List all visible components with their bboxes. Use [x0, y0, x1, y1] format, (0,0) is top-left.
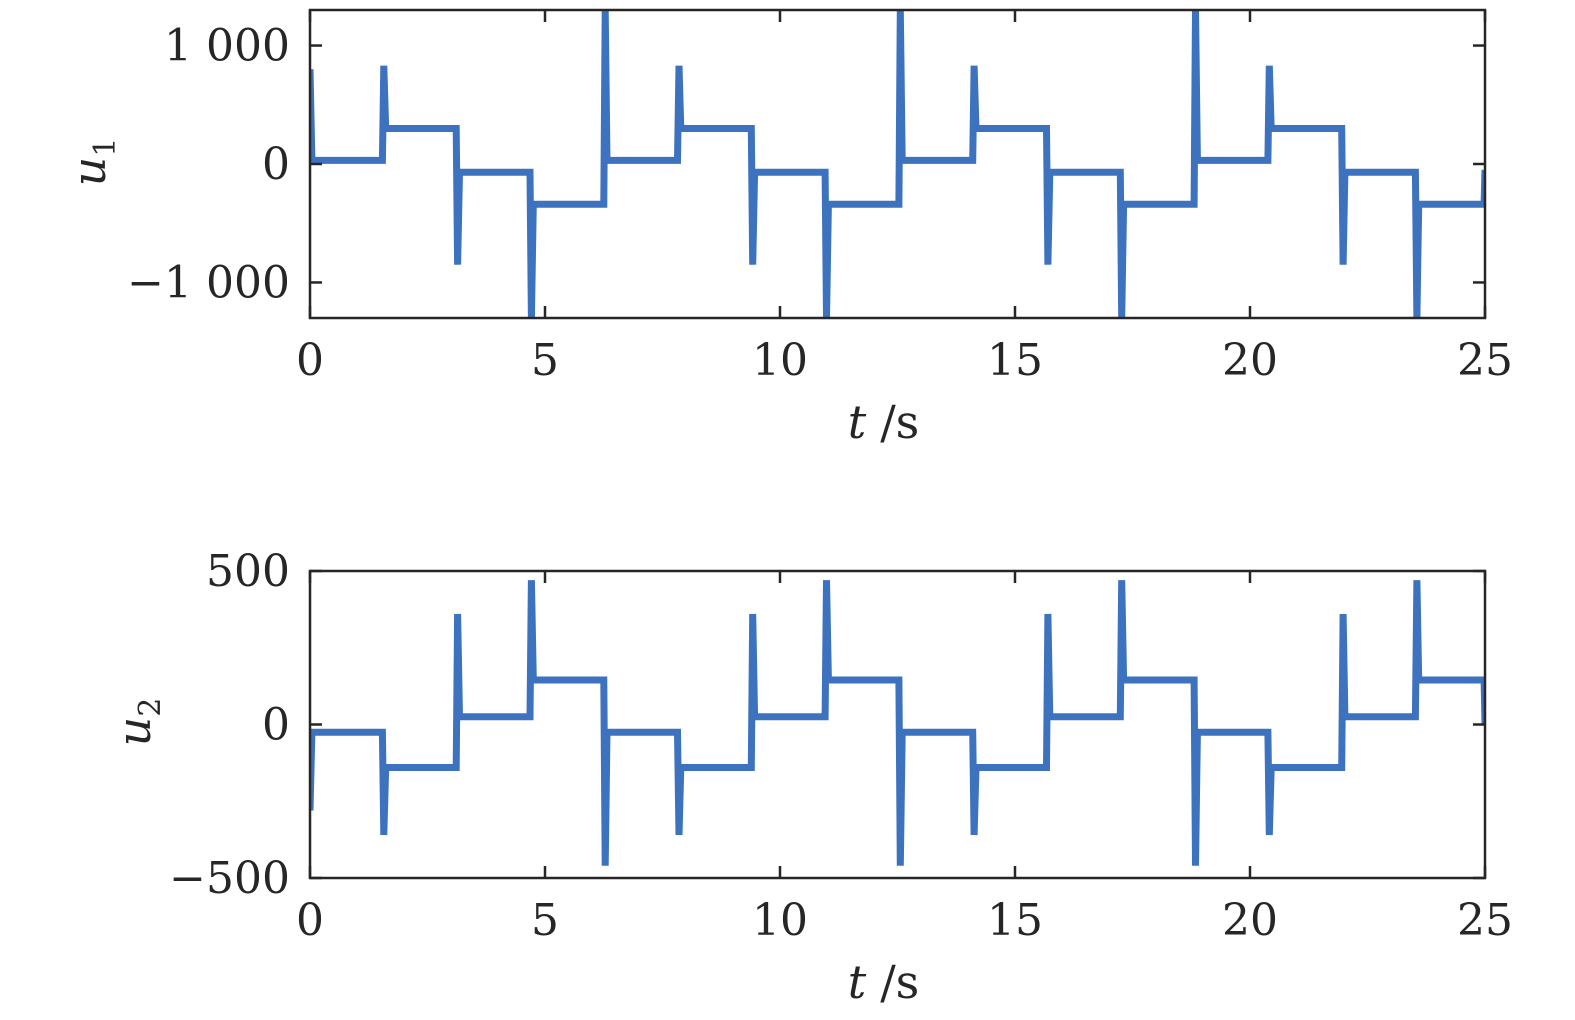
x-axis-variable: t [848, 955, 867, 1009]
y-axis-variable: u [62, 157, 116, 187]
x-tick-label: 5 [531, 335, 559, 386]
y-tick-label: 0 [262, 139, 290, 190]
y-axis-subscript: 2 [133, 698, 168, 717]
series-line-u2 [310, 580, 1485, 866]
x-axis-label: t/s [848, 955, 920, 1009]
y-axis-subscript: 1 [88, 138, 123, 157]
x-axis-unit: /s [880, 395, 919, 449]
x-tick-label: 0 [296, 335, 324, 386]
x-axis-variable: t [848, 395, 867, 449]
y-tick-label: −1 000 [127, 257, 290, 308]
x-tick-label: 10 [752, 895, 808, 946]
x-tick-label: 20 [1222, 335, 1278, 386]
x-tick-label: 5 [531, 895, 559, 946]
x-tick-label: 25 [1457, 335, 1513, 386]
x-tick-label: 20 [1222, 895, 1278, 946]
x-tick-label: 15 [987, 335, 1043, 386]
x-tick-label: 15 [987, 895, 1043, 946]
y-axis-label: u1 [62, 138, 123, 187]
x-tick-label: 25 [1457, 895, 1513, 946]
y-tick-label: 500 [206, 546, 290, 597]
y-tick-label: 1 000 [164, 21, 290, 72]
series-line-u1 [310, 10, 1485, 318]
y-tick-label: 0 [262, 700, 290, 751]
x-axis-unit: /s [880, 955, 919, 1009]
y-axis-variable: u [107, 717, 161, 747]
x-tick-label: 0 [296, 895, 324, 946]
y-tick-label: −500 [169, 853, 290, 904]
x-tick-label: 10 [752, 335, 808, 386]
x-axis-label: t/s [848, 395, 920, 449]
y-axis-label: u2 [107, 698, 168, 747]
